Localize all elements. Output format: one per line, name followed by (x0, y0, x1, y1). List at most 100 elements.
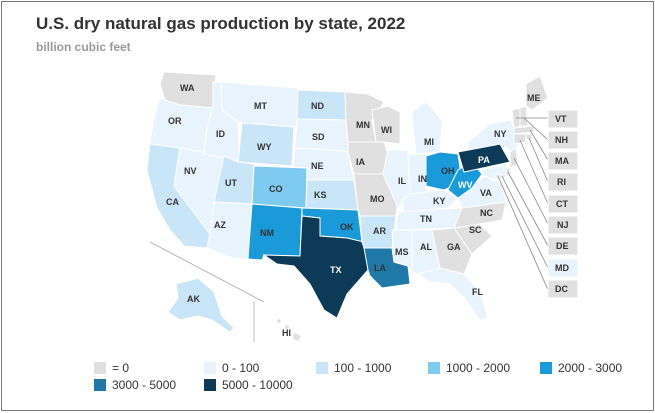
state-LA[interactable] (363, 247, 411, 289)
legend-item: 1000 - 2000 (428, 360, 510, 376)
state-label-ID: ID (216, 129, 226, 139)
state-label-MD: MD (555, 263, 569, 273)
state-label-DC: DC (555, 284, 568, 294)
state-label-NM: NM (260, 228, 274, 238)
legend-item: 3000 - 5000 (94, 377, 176, 393)
legend-swatch (94, 362, 106, 374)
state-NM[interactable] (247, 203, 303, 261)
legend-swatch (204, 379, 216, 391)
state-FL[interactable] (416, 267, 489, 321)
state-label-CA: CA (166, 197, 179, 207)
legend-swatch (540, 362, 552, 374)
state-WY[interactable] (237, 122, 295, 167)
state-MS[interactable] (391, 229, 413, 274)
state-WI[interactable] (371, 105, 401, 145)
state-NH[interactable] (519, 105, 529, 127)
callout-box-RI[interactable] (547, 172, 579, 192)
state-label-UT: UT (225, 178, 237, 188)
state-MN[interactable] (344, 91, 385, 143)
state-ME[interactable] (525, 75, 549, 111)
state-label-IN: IN (418, 174, 427, 184)
state-label-PA: PA (478, 155, 490, 165)
state-label-AR: AR (373, 226, 386, 236)
state-label-AK: AK (187, 294, 200, 304)
callout-box-NJ[interactable] (547, 215, 579, 235)
state-TX[interactable] (262, 215, 369, 319)
state-label-GA: GA (447, 242, 461, 252)
state-label-TN: TN (420, 214, 432, 224)
state-label-WV: WV (458, 180, 473, 190)
state-AK[interactable] (167, 277, 235, 333)
state-label-CT: CT (556, 199, 568, 209)
callout-boxes (547, 109, 579, 299)
legend-label: 100 - 1000 (334, 361, 392, 375)
state-MA[interactable] (513, 125, 535, 135)
callout-line-RI (528, 137, 549, 183)
state-CT[interactable] (513, 133, 527, 145)
map-title: U.S. dry natural gas production by state… (36, 14, 406, 33)
legend-item: 2000 - 3000 (540, 360, 622, 376)
state-label-ME: ME (527, 93, 541, 103)
state-NC[interactable] (453, 201, 507, 229)
callout-box-MD[interactable] (547, 258, 579, 278)
state-label-CO: CO (269, 184, 283, 194)
callout-box-DC[interactable] (547, 279, 579, 299)
state-NY[interactable] (467, 119, 523, 153)
legend-item: 5000 - 10000 (204, 377, 293, 393)
legend-label: 3000 - 5000 (112, 378, 177, 392)
state-label-NE: NE (311, 161, 324, 171)
state-label-MN: MN (356, 120, 370, 130)
callout-line-DE (507, 171, 549, 247)
state-RI[interactable] (525, 133, 533, 141)
state-label-MA: MA (555, 156, 569, 166)
callout-line-DC (497, 175, 549, 291)
state-label-NY: NY (494, 129, 507, 139)
legend-label: 2000 - 3000 (558, 361, 623, 375)
state-IA[interactable] (347, 141, 389, 175)
callout-lines (497, 117, 549, 291)
state-label-SC: SC (469, 225, 482, 235)
state-label-VT: VT (555, 114, 567, 124)
callout-box-MA[interactable] (547, 151, 579, 171)
state-label-MO: MO (370, 194, 385, 204)
state-label-NC: NC (480, 208, 493, 218)
callout-box-VT[interactable] (547, 109, 579, 129)
legend-item: 100 - 1000 (316, 360, 391, 376)
legend-label: = 0 (112, 361, 130, 375)
callout-line-CT (519, 139, 549, 205)
state-label-DE: DE (556, 241, 569, 251)
state-GA[interactable] (431, 227, 473, 275)
state-HI[interactable] (275, 317, 303, 343)
callout-box-NH[interactable] (547, 130, 579, 150)
state-label-MS: MS (395, 247, 409, 257)
state-label-OK: OK (340, 222, 354, 232)
legend-swatch (204, 362, 216, 374)
state-label-SD: SD (312, 132, 325, 142)
state-label-FL: FL (472, 287, 483, 297)
map-subtitle: billion cubic feet (36, 40, 131, 54)
state-label-MT: MT (254, 101, 267, 111)
state-label-WY: WY (257, 142, 272, 152)
state-label-WI: WI (381, 125, 392, 135)
legend-item: 0 - 100 (204, 360, 259, 376)
state-label-TX: TX (330, 265, 342, 275)
callout-line-MD (501, 175, 549, 269)
state-IL[interactable] (382, 149, 413, 209)
callout-line-NJ (513, 157, 549, 225)
callout-box-DE[interactable] (547, 236, 579, 256)
states-layer (146, 71, 549, 343)
state-label-KS: KS (314, 190, 327, 200)
state-label-VA: VA (480, 188, 492, 198)
state-label-WA: WA (180, 83, 195, 93)
legend-swatch (94, 379, 106, 391)
legend: = 0 0 - 100 100 - 1000 1000 - 2000 2000 - 30… (94, 360, 634, 396)
callout-box-CT[interactable] (547, 194, 579, 214)
state-AZ[interactable] (206, 201, 253, 260)
legend-item: = 0 (94, 360, 129, 376)
legend-swatch (428, 362, 440, 374)
state-label-NJ: NJ (557, 220, 569, 230)
legend-label: 0 - 100 (222, 361, 260, 375)
inset-divider-line (149, 241, 265, 303)
state-label-AZ: AZ (214, 220, 226, 230)
